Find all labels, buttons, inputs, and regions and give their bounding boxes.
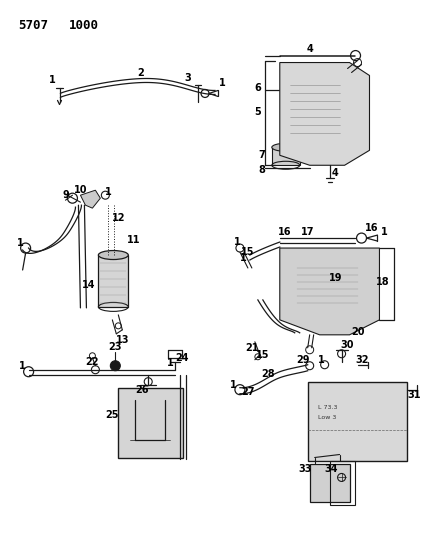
Text: 19: 19 xyxy=(329,273,342,283)
Text: 21: 21 xyxy=(245,343,259,353)
Text: 1: 1 xyxy=(17,238,24,248)
Text: 14: 14 xyxy=(82,280,95,290)
Bar xyxy=(308,382,407,462)
Text: 28: 28 xyxy=(261,369,275,379)
Text: 1: 1 xyxy=(318,355,325,365)
Text: 4: 4 xyxy=(331,168,338,178)
Text: 24: 24 xyxy=(175,353,189,363)
Polygon shape xyxy=(280,62,369,165)
Ellipse shape xyxy=(98,251,128,260)
Text: 7: 7 xyxy=(259,150,265,160)
Bar xyxy=(98,255,128,307)
Text: 34: 34 xyxy=(325,464,339,474)
Text: 10: 10 xyxy=(74,185,87,195)
Text: 26: 26 xyxy=(136,385,149,394)
Bar xyxy=(330,462,354,505)
Bar xyxy=(295,262,360,312)
Text: 18: 18 xyxy=(376,277,389,287)
Text: 1: 1 xyxy=(167,358,173,368)
Text: 31: 31 xyxy=(407,390,421,400)
Text: 15: 15 xyxy=(241,247,255,257)
Text: 30: 30 xyxy=(341,340,354,350)
Text: 23: 23 xyxy=(109,342,122,352)
Text: 1: 1 xyxy=(234,237,240,247)
Text: Low 3: Low 3 xyxy=(318,415,336,419)
Polygon shape xyxy=(80,190,101,208)
Text: 20: 20 xyxy=(351,327,364,337)
Text: 8: 8 xyxy=(259,165,265,175)
Text: 2: 2 xyxy=(137,68,144,77)
Text: 33: 33 xyxy=(298,464,312,474)
Text: 16: 16 xyxy=(365,223,378,233)
Text: 9: 9 xyxy=(62,190,69,200)
Text: 1: 1 xyxy=(105,187,112,197)
Text: 1000: 1000 xyxy=(68,19,98,31)
Ellipse shape xyxy=(272,143,300,151)
Text: 25: 25 xyxy=(106,410,119,419)
Text: 1: 1 xyxy=(381,227,388,237)
Polygon shape xyxy=(280,248,380,335)
Text: 5: 5 xyxy=(255,108,261,117)
Text: 11: 11 xyxy=(127,235,140,245)
Text: 3: 3 xyxy=(185,74,191,84)
Text: 1: 1 xyxy=(19,361,26,371)
Text: 27: 27 xyxy=(241,386,255,397)
Bar xyxy=(325,275,363,300)
Text: 6: 6 xyxy=(255,84,261,93)
Bar xyxy=(272,147,300,165)
Text: 5707: 5707 xyxy=(19,19,49,31)
Text: 15: 15 xyxy=(256,350,270,360)
Text: L 73.3: L 73.3 xyxy=(318,405,337,410)
Text: 16: 16 xyxy=(278,227,291,237)
Bar xyxy=(288,80,342,140)
Text: 13: 13 xyxy=(116,335,129,345)
Bar xyxy=(118,387,183,457)
Text: 12: 12 xyxy=(112,213,125,223)
Text: 1: 1 xyxy=(49,76,56,85)
Circle shape xyxy=(110,361,120,371)
Text: 1: 1 xyxy=(240,253,246,263)
Text: 1: 1 xyxy=(219,78,226,88)
Bar xyxy=(310,464,350,503)
Text: 1: 1 xyxy=(229,379,236,390)
Text: 29: 29 xyxy=(296,355,309,365)
Text: 22: 22 xyxy=(86,357,99,367)
Text: 32: 32 xyxy=(356,355,369,365)
Text: 17: 17 xyxy=(301,227,315,237)
Text: 4: 4 xyxy=(306,44,313,54)
